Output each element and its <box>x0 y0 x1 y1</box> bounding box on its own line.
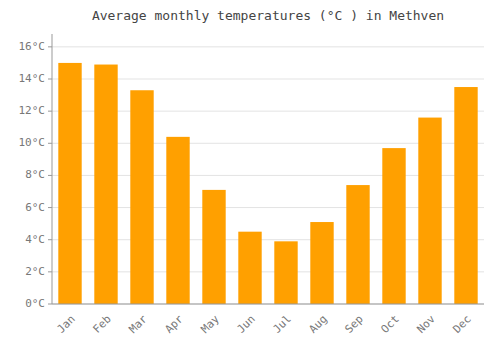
x-tick-label: Jan <box>55 313 78 336</box>
y-tick-label: 2°C <box>25 265 45 278</box>
bar <box>418 118 441 304</box>
x-tick-label: Jun <box>235 313 258 336</box>
y-tick-label: 4°C <box>25 233 45 246</box>
bar <box>58 63 81 304</box>
x-tick-label: May <box>199 312 223 336</box>
y-tick <box>48 79 52 80</box>
x-tick-label: Dec <box>451 313 474 336</box>
y-tick-label: 12°C <box>19 104 46 117</box>
y-tick <box>48 271 52 272</box>
y-axis: 0°C 2°C 4°C 6°C 8°C 10°C 12°C 14°C 16°C <box>19 34 53 310</box>
x-tick-label: Aug <box>307 313 330 336</box>
bar <box>94 65 117 304</box>
y-axis-line <box>52 34 53 304</box>
x-tick-label: Apr <box>163 312 187 336</box>
x-tick-label: Sep <box>343 313 366 336</box>
grid-line <box>52 46 484 47</box>
chart-container: Average monthly temperatures (°C ) in Me… <box>0 0 500 350</box>
x-axis-line <box>52 304 484 305</box>
bar <box>310 222 333 304</box>
chart-svg: Average monthly temperatures (°C ) in Me… <box>0 0 500 350</box>
x-axis: Jan Feb Mar Apr May Jun Jul Aug Sep Oct Nov Dec <box>52 304 484 336</box>
x-tick-label: Mar <box>127 312 151 336</box>
y-tick-label: 8°C <box>25 168 45 181</box>
y-tick-label: 0°C <box>25 297 45 310</box>
grid <box>52 47 484 304</box>
bar <box>166 137 189 304</box>
grid-line <box>52 304 484 305</box>
x-tick-label: Oct <box>379 313 402 336</box>
y-tick <box>48 111 52 112</box>
y-tick-label: 10°C <box>19 136 46 149</box>
bar <box>382 148 405 304</box>
bar <box>130 90 153 304</box>
bar <box>274 241 297 304</box>
bar <box>346 185 369 304</box>
y-tick <box>48 175 52 176</box>
y-tick <box>48 143 52 144</box>
y-tick <box>48 207 52 208</box>
x-tick-label: Feb <box>91 313 114 336</box>
y-tick-label: 14°C <box>19 72 46 85</box>
bar <box>202 190 225 304</box>
bar <box>238 232 261 304</box>
y-tick-label: 6°C <box>25 201 45 214</box>
y-tick <box>48 304 52 305</box>
title: Average monthly temperatures (°C ) in Me… <box>92 8 444 23</box>
y-tick <box>48 46 52 47</box>
y-tick <box>48 239 52 240</box>
bar <box>454 87 477 304</box>
y-tick-label: 16°C <box>19 40 46 53</box>
bars <box>58 63 477 304</box>
x-tick-label: Jul <box>271 313 294 336</box>
x-tick-label: Nov <box>415 312 439 336</box>
